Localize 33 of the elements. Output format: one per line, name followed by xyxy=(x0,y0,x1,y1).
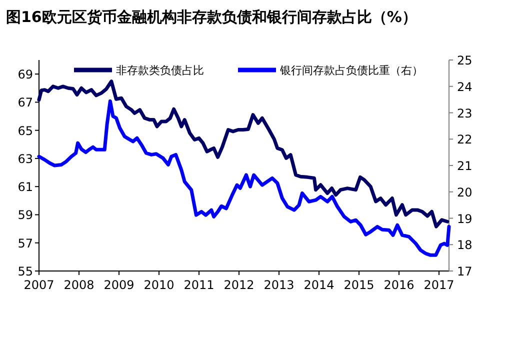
legend-label: 非存款类负债占比 xyxy=(116,64,204,77)
y-tick-label: 63 xyxy=(18,152,33,166)
line-series xyxy=(37,99,451,257)
y2-tick-label: 22 xyxy=(457,132,472,147)
chart-title: 图16欧元区货币金融机构非存款负债和银行间存款占比（%） xyxy=(6,8,417,26)
x-tick-label: 2010 xyxy=(144,278,174,292)
y2-tick-label: 23 xyxy=(457,106,472,120)
y-tick-label: 69 xyxy=(18,68,33,82)
x-tick-label: 2017 xyxy=(424,278,454,292)
x-tick-label: 2008 xyxy=(64,278,94,292)
legend-label: 银行间存款占负债比重（右） xyxy=(279,64,423,77)
y-tick-label: 61 xyxy=(18,180,33,194)
y2-tick-label: 24 xyxy=(457,80,472,94)
y-tick-label: 65 xyxy=(18,124,33,138)
x-tick-label: 2015 xyxy=(344,278,374,292)
y2-tick-label: 17 xyxy=(457,264,472,278)
x-tick-label: 2013 xyxy=(264,278,294,292)
y-tick-label: 55 xyxy=(18,264,33,278)
x-tick-label: 2011 xyxy=(184,278,214,292)
y2-tick-label: 25 xyxy=(457,54,472,68)
y2-tick-label: 20 xyxy=(457,185,472,200)
y2-tick-label: 19 xyxy=(457,212,472,226)
line-series xyxy=(37,80,450,228)
y-tick-label: 59 xyxy=(18,208,33,222)
x-tick-label: 2012 xyxy=(224,278,254,292)
x-tick-label: 2009 xyxy=(104,278,134,292)
y-tick-label: 67 xyxy=(18,96,33,110)
y-tick-label: 57 xyxy=(18,236,33,250)
y2-tick-label: 18 xyxy=(457,238,472,252)
y2-tick-label: 21 xyxy=(457,159,472,173)
x-tick-label: 2016 xyxy=(384,278,414,292)
x-tick-label: 2014 xyxy=(304,278,334,292)
x-tick-label: 2007 xyxy=(24,278,54,292)
